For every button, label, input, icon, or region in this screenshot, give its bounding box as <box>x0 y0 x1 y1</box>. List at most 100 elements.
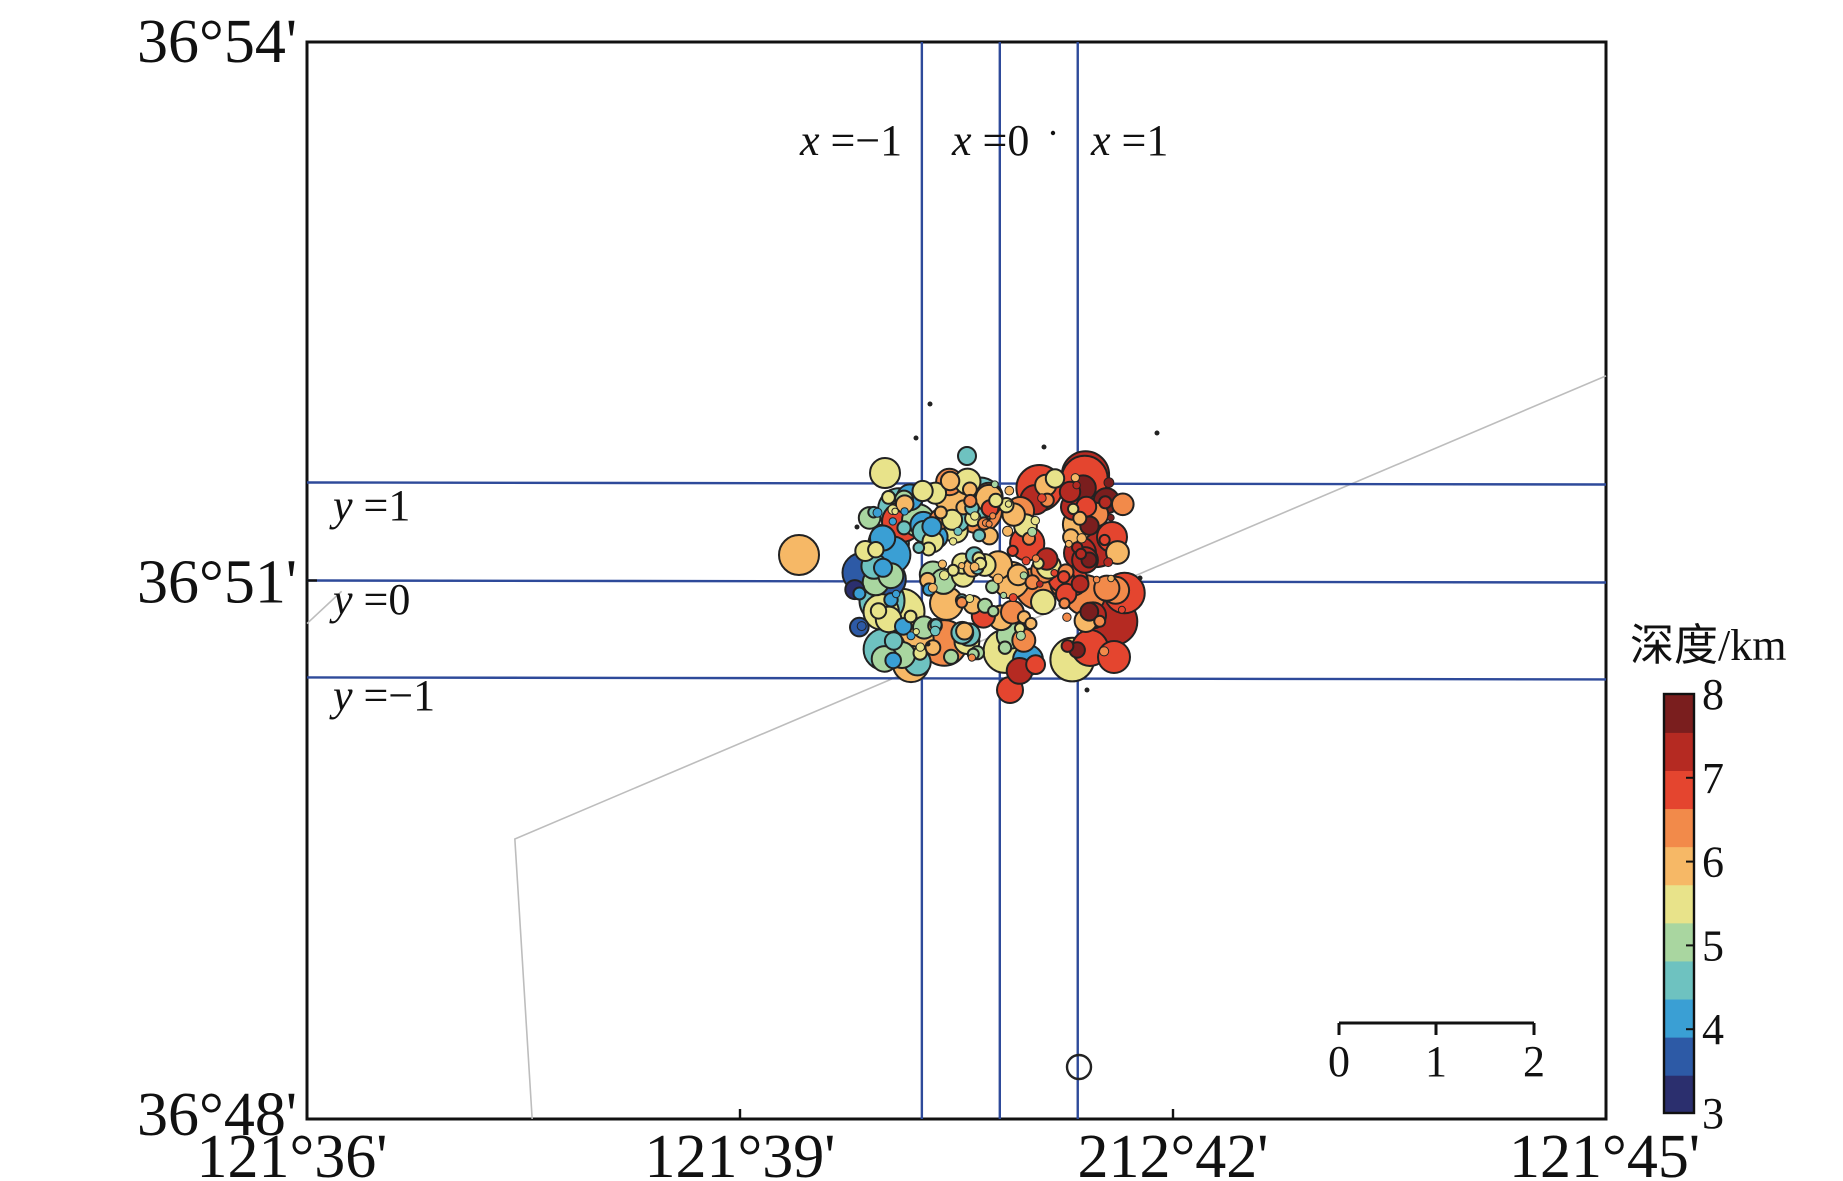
fault-line <box>306 590 343 625</box>
earthquake-event <box>990 480 999 489</box>
earthquake-event <box>948 537 958 546</box>
earthquake-event <box>969 562 980 572</box>
earthquake-event <box>1076 533 1087 544</box>
colorbar-tick-label: 5 <box>1702 921 1724 970</box>
scale-bar-label: 0 <box>1328 1037 1350 1086</box>
profile-label-y: y =1 <box>329 481 410 530</box>
earthquake-event <box>1019 571 1028 580</box>
colorbar-tick-label: 6 <box>1702 838 1724 887</box>
earthquake-event <box>1070 473 1080 483</box>
earthquake-event <box>1092 575 1101 584</box>
earthquake-event <box>987 605 1000 618</box>
earthquake-event <box>1064 539 1073 548</box>
earthquake-event <box>1025 654 1046 675</box>
earthquake-event <box>1044 468 1066 489</box>
profile-label-x: x =1 <box>1090 116 1168 165</box>
earthquake-event <box>1004 485 1015 496</box>
earthquake-event <box>1041 444 1047 450</box>
earthquake-event <box>925 641 931 647</box>
colorbar-segment <box>1664 1036 1694 1076</box>
earthquake-event <box>1093 574 1121 602</box>
earthquake-event <box>1097 640 1131 674</box>
profile-line-y <box>306 676 1607 681</box>
earthquake-event <box>957 446 977 466</box>
earthquake-event <box>955 596 969 609</box>
earthquake-event <box>1111 492 1135 517</box>
earthquake-event <box>943 648 960 665</box>
earthquake-event <box>997 640 1013 655</box>
earthquake-events <box>778 401 1160 1081</box>
colorbar-title: 深度/km <box>1630 621 1786 670</box>
earthquake-event <box>1154 430 1160 436</box>
earthquake-event <box>903 609 918 624</box>
earthquake-event <box>912 541 926 555</box>
colorbar-tick-label: 8 <box>1702 670 1724 719</box>
earthquake-event <box>927 583 938 593</box>
earthquake-event <box>1084 687 1090 693</box>
earthquake-event <box>1050 569 1059 577</box>
earthquake-event <box>873 557 893 578</box>
earthquake-event <box>955 621 974 641</box>
earthquake-event <box>883 631 904 651</box>
earthquake-event-hollow <box>1065 1053 1093 1081</box>
scale-bar-label: 1 <box>1425 1037 1447 1086</box>
depth-colorbar: 3 4 5 6 7 8深度/km <box>1630 621 1786 1138</box>
earthquake-event <box>1098 495 1113 510</box>
earthquake-event <box>1074 547 1088 561</box>
axis-labels: 121°36' 121°39' 212°42' 121°45' 36°54' 36°51'… <box>137 8 1700 1181</box>
earthquake-event <box>958 562 966 570</box>
earthquake-event <box>1021 556 1031 566</box>
earthquake-event <box>972 528 987 543</box>
profile-label-y: y =−1 <box>329 671 435 720</box>
x-tick-label: 121°45' <box>1509 1123 1700 1181</box>
earthquake-event <box>1015 630 1026 641</box>
earthquake-event <box>965 594 975 603</box>
profile-label-x: x =0 <box>951 116 1029 165</box>
earthquake-event <box>1079 601 1100 622</box>
scale-bar: 0 1 2 <box>1328 1021 1545 1086</box>
earthquake-event <box>1070 574 1090 594</box>
fault-line <box>514 375 1607 1120</box>
earthquake-event <box>1105 540 1130 565</box>
earthquake-event <box>946 563 960 577</box>
earthquake-event <box>1117 605 1126 614</box>
colorbar-segment <box>1664 732 1694 771</box>
x-tick-label: 121°36' <box>197 1123 388 1181</box>
earthquake-event <box>1072 510 1088 526</box>
x-tick-label: 121°39' <box>645 1123 836 1181</box>
earthquake-event <box>1006 563 1030 587</box>
y-tick-label: 36°48' <box>137 1081 297 1149</box>
earthquake-event <box>778 534 820 576</box>
colorbar-segment <box>1664 694 1694 733</box>
earthquake-event <box>867 541 885 559</box>
plot-area: x =−1 x =0 x =1 y =1 y =0 y =−1 <box>305 40 1608 1121</box>
earthquake-event <box>915 642 925 652</box>
earthquake-event <box>1093 614 1107 628</box>
earthquake-event <box>911 479 934 503</box>
colorbar-tick-label: 7 <box>1702 754 1724 803</box>
colorbar-segment <box>1664 846 1694 886</box>
colorbar-segment <box>1664 1074 1694 1114</box>
earthquake-event <box>852 586 867 601</box>
axis-ticks <box>305 40 1608 1121</box>
fault-lines <box>306 375 1607 1120</box>
earthquake-event <box>953 526 963 536</box>
earthquake-event <box>989 512 997 520</box>
profile-grid-labels: x =−1 x =0 x =1 y =1 y =0 y =−1 <box>329 116 1168 720</box>
earthquake-event <box>896 520 912 536</box>
earthquake-event <box>1062 612 1072 622</box>
earthquake-event <box>913 435 919 441</box>
earthquake-event <box>939 470 961 492</box>
colorbar-segment <box>1664 922 1694 962</box>
colorbar-tick-label: 3 <box>1702 1089 1724 1138</box>
earthquake-event <box>967 653 977 662</box>
earthquake-event <box>888 517 897 526</box>
earthquake-event <box>963 493 978 509</box>
earthquake-event <box>970 511 980 521</box>
earthquake-event <box>891 589 901 599</box>
earthquake-event <box>1103 477 1115 489</box>
earthquake-event <box>869 602 888 620</box>
earthquake-event <box>1002 525 1014 537</box>
earthquake-event <box>1036 580 1044 588</box>
